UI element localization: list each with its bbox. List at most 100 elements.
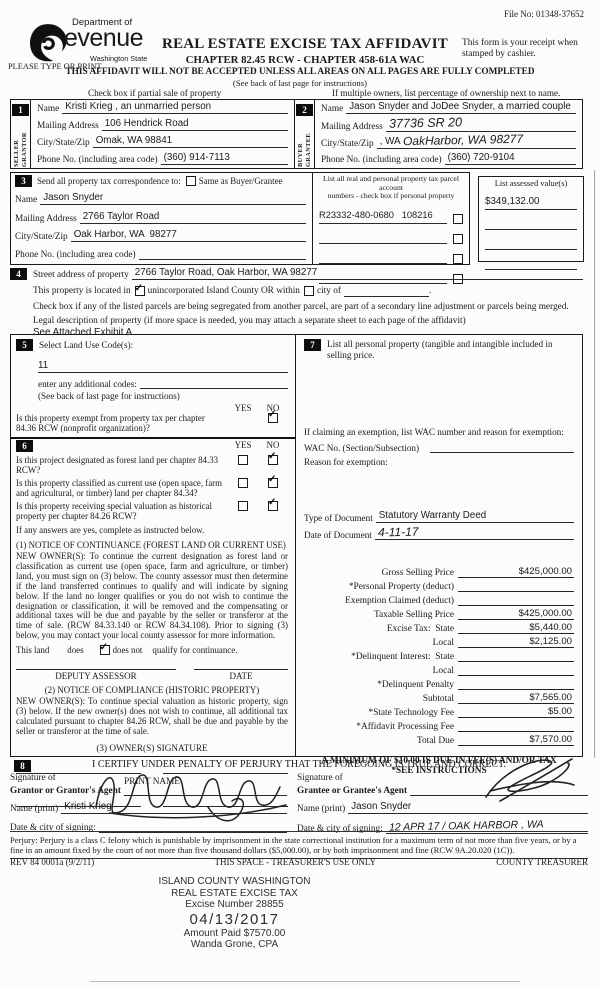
type-of-document-field[interactable]: Statutory Warranty Deed — [375, 509, 574, 523]
affidavit-processing-fee-field[interactable] — [458, 720, 574, 732]
assessed-3-field[interactable] — [485, 238, 577, 250]
grantee-signature-scribble — [485, 758, 575, 802]
parcel-3-field[interactable] — [319, 252, 447, 264]
parcel-1-field[interactable]: R23332-480-0680 108216 — [319, 205, 447, 224]
personal-property-header: List all personal property (tangible and… — [327, 339, 553, 360]
buyer-city-field[interactable]: , WA OakHarbor, WA 98277 — [376, 132, 576, 150]
delinquent-interest-local-field[interactable] — [458, 664, 574, 676]
signature-of-label-2: Signature of — [297, 773, 343, 783]
buyer-name-field[interactable]: Jason Snyder and JoDee Snyder, a married… — [346, 101, 576, 114]
grantor-name-print-field[interactable]: Kristi Krieg — [61, 801, 287, 814]
street-address-field[interactable]: 2766 Taylor Road, Oak Harbor, WA 98277 — [131, 267, 583, 280]
buyer-mailing-field[interactable]: 37736 SR 20 — [385, 115, 576, 132]
located-in-row: This property is located in unincorporat… — [33, 283, 583, 297]
grantee-signature-line[interactable] — [410, 783, 588, 796]
corr-city-field[interactable]: Oak Harbor, WA 98277 — [70, 229, 306, 242]
parcel-4-personal-checkbox[interactable] — [453, 273, 463, 284]
city-name-field[interactable] — [343, 285, 429, 297]
date-of-document-field[interactable]: 4-11-17 — [374, 525, 574, 540]
parcel-numbers-section: List all real and personal property tax … — [313, 173, 469, 284]
subtotal-field[interactable]: $7,565.00 — [458, 692, 574, 704]
parcel-2-personal-checkbox[interactable] — [453, 233, 463, 244]
total-due-field[interactable]: $7,570.00 — [458, 734, 574, 746]
parcel-1-personal-checkbox[interactable] — [453, 213, 463, 224]
buyer-phone-field[interactable]: (360) 720-9104 — [444, 152, 576, 165]
parcel-4-field[interactable] — [319, 272, 447, 284]
grantor-signature-line[interactable] — [123, 783, 287, 796]
main-box: 5 Select Land Use Code(s): 11 enter any … — [10, 334, 583, 807]
seller-city-field[interactable]: Omak, WA 98841 — [92, 135, 288, 148]
exemption-claimed-field[interactable] — [458, 594, 574, 606]
exemption-note: If claiming an exemption, list WAC numbe… — [304, 427, 564, 437]
print-name-line-1[interactable] — [16, 805, 141, 807]
parcel-header: List all real and personal property tax … — [323, 174, 459, 201]
form-title: REAL ESTATE EXCISE TAX AFFIDAVIT — [162, 36, 448, 52]
grantor-date-city-field[interactable] — [98, 820, 287, 833]
stamp-date: 04/13/2017 — [189, 910, 280, 928]
rev-number: REV 84 0001a (9/2/11) — [10, 857, 95, 867]
grantee-date-city-field[interactable]: 12 APR 17 / OAK HARBOR , WA — [385, 818, 588, 834]
no-header: NO — [266, 403, 280, 413]
excise-tax-local-field[interactable]: $2,125.00 — [458, 636, 574, 648]
parcel-3-personal-checkbox[interactable] — [453, 253, 463, 264]
q3-yes-checkbox[interactable] — [238, 501, 248, 511]
section-5-badge: 5 — [16, 339, 33, 351]
exempt-no-checkbox[interactable] — [268, 410, 278, 423]
wac-field[interactable] — [430, 440, 574, 453]
owner-signature-line-1[interactable] — [16, 772, 141, 774]
buyer-side-column: 2 BUYER GRANTEE — [295, 100, 315, 168]
form-title-block: REAL ESTATE EXCISE TAX AFFIDAVIT CHAPTER… — [150, 36, 460, 66]
gross-selling-price-field[interactable]: $425,000.00 — [458, 566, 574, 578]
assessor-date-line[interactable]: DATE — [193, 669, 288, 681]
seller-name-field[interactable]: Kristi Krieg , an unmarried person — [62, 101, 288, 114]
corr-name-label: Name — [15, 195, 38, 206]
buyer-city-label: City/State/Zip — [321, 139, 374, 150]
q2-yes-checkbox[interactable] — [238, 478, 248, 488]
seller-section: 1 SELLER GRANTOR Name Kristi Krieg , an u… — [11, 100, 295, 168]
if-yes-note: If any answers are yes, complete as inst… — [16, 525, 205, 535]
corr-phone-field[interactable] — [138, 247, 306, 260]
does-not-qualify-checkbox[interactable] — [99, 642, 110, 656]
land-use-code-field[interactable]: 11 — [38, 360, 288, 373]
state-technology-fee-field[interactable]: $5.00 — [458, 706, 574, 718]
grantor-signing-block: Signature of Grantor or Grantor's Agent … — [10, 773, 297, 834]
owner-signature-line-2[interactable] — [163, 772, 288, 774]
stamp-cashier-name: Wanda Grone, CPA — [190, 939, 279, 950]
owner-signature-lines — [16, 772, 288, 774]
personal-property-deduct-field[interactable] — [458, 580, 574, 592]
owners-signature-label: (3) OWNER(S) SIGNATURE — [96, 742, 208, 753]
q1-no-checkbox[interactable] — [268, 452, 278, 465]
notice2-title: (2) NOTICE OF COMPLIANCE (HISTORIC PROPE… — [44, 685, 260, 696]
perjury-paragraph: Perjury: Perjury is a class C felony whi… — [10, 831, 588, 859]
reason-label: Reason for exemption: — [304, 457, 388, 467]
taxable-selling-price-field[interactable]: $425,000.00 — [458, 608, 574, 620]
excise-tax-state-field[interactable]: $5,440.00 — [458, 622, 574, 634]
assessed-4-field[interactable] — [485, 258, 577, 270]
stamp-county: ISLAND COUNTY WASHINGTON — [158, 876, 311, 887]
partial-sale-note: Check box if partial sale of property — [88, 88, 222, 98]
signature-of-label: Signature of — [10, 773, 56, 783]
q3-no-checkbox[interactable] — [268, 498, 278, 511]
personal-property-column: 7 List all personal property (tangible a… — [304, 339, 574, 776]
delinquent-penalty-field[interactable] — [458, 678, 574, 690]
delinquent-interest-state-field[interactable] — [458, 650, 574, 662]
seller-phone-field[interactable]: (360) 914-7113 — [160, 152, 288, 165]
same-as-buyer-checkbox[interactable] — [185, 176, 196, 186]
parcel-2-field[interactable] — [319, 232, 447, 244]
assessed-1-field[interactable]: $349,132.00 — [485, 191, 577, 210]
corr-mailing-field[interactable]: 2766 Taylor Road — [79, 211, 306, 224]
assessed-header: List assessed value(s) — [494, 179, 568, 188]
assessed-2-field[interactable] — [485, 218, 577, 230]
grantee-name-print-field[interactable]: Jason Snyder — [348, 801, 588, 814]
corr-name-field[interactable]: Jason Snyder — [40, 192, 306, 206]
q1-yes-checkbox[interactable] — [238, 455, 248, 465]
seller-mailing-field[interactable]: 106 Hendrick Road — [101, 118, 288, 131]
within-city-checkbox[interactable] — [303, 286, 314, 296]
county-treasurer-label: COUNTY TREASURER — [496, 857, 588, 867]
stamp-excise-number: Excise Number 28855 — [185, 899, 284, 910]
deputy-assessor-line[interactable]: DEPUTY ASSESSOR — [16, 669, 176, 681]
unincorporated-checkbox[interactable] — [134, 283, 145, 296]
additional-codes-field[interactable] — [139, 376, 288, 389]
legal-description-value: See Attached Exhibit A — [33, 327, 133, 338]
q2-no-checkbox[interactable] — [268, 475, 278, 488]
